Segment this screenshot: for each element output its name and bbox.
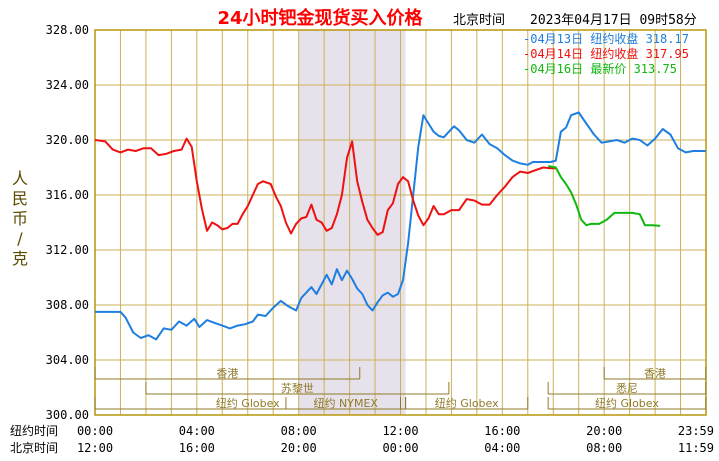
legend-item: -04月14日 纽约收盘 317.95 <box>523 46 689 61</box>
y-tick-label: 324.00 <box>46 78 89 92</box>
y-axis-label-char: 民 <box>12 189 28 208</box>
price-series <box>94 111 706 341</box>
y-tick-label: 300.00 <box>46 408 89 422</box>
session-label: 纽约 Globex <box>595 396 659 410</box>
bj-time-label: 北京时间 <box>10 441 58 455</box>
timezone-label: 北京时间 <box>453 13 505 28</box>
series-line <box>94 137 556 236</box>
x-tick-label: 20:00 <box>281 441 317 455</box>
x-tick-label: 00:00 <box>382 441 418 455</box>
x-tick-label: 16:00 <box>484 424 520 438</box>
y-tick-label: 308.00 <box>46 298 89 312</box>
x-tick-label: 04:00 <box>484 441 520 455</box>
y-axis-label-char: 币 <box>12 209 28 228</box>
x-tick-label: 08:00 <box>281 424 317 438</box>
chart-grid <box>94 29 707 416</box>
series-line <box>548 165 661 227</box>
nymex-session-shade <box>298 30 406 415</box>
y-tick-label: 304.00 <box>46 353 89 367</box>
ny-time-label: 纽约时间 <box>10 423 58 438</box>
x-tick-label: 12:00 <box>382 424 418 438</box>
session-label: 纽约 Globex <box>435 396 499 410</box>
session-label: 香港 <box>216 367 238 380</box>
y-tick-label: 328.00 <box>46 23 89 37</box>
x-tick-label: 11:59 <box>678 441 714 455</box>
y-axis-label-char: 人 <box>12 169 28 188</box>
series-line <box>95 111 706 341</box>
x-tick-label: 16:00 <box>179 441 215 455</box>
session-label: 纽约 NYMEX <box>314 396 379 410</box>
session-label: 苏黎世 <box>281 381 314 395</box>
x-axis-ticks: 00:00 04:00 08:00 12:00 16:00 20:00 23:59 12:00… <box>77 424 714 455</box>
y-tick-label: 316.00 <box>46 188 89 202</box>
session-label: 纽约 Globex <box>216 396 280 410</box>
session-label: 香港 <box>644 367 666 380</box>
x-tick-label: 08:00 <box>586 441 622 455</box>
plot-border <box>94 29 707 416</box>
timestamp: 2023年04月17日 09时58分 <box>530 13 697 28</box>
x-tick-label: 20:00 <box>586 424 622 438</box>
x-tick-label: 00:00 <box>77 424 113 438</box>
chart-title: 24小时钯金现货买入价格 <box>217 7 423 29</box>
x-tick-label: 04:00 <box>179 424 215 438</box>
legend-item: -04月16日 最新价 313.75 <box>523 61 677 76</box>
y-tick-label: 320.00 <box>46 133 89 147</box>
y-tick-label: 312.00 <box>46 243 89 257</box>
legend-item: -04月13日 纽约收盘 318.17 <box>523 31 689 46</box>
y-axis-ticks: 328.00 324.00 320.00 316.00 312.00 308.00 304.… <box>46 23 89 422</box>
x-tick-label: 23:59 <box>678 424 714 438</box>
y-axis-label: 人民币/克 <box>12 169 28 268</box>
y-axis-label-char: / <box>17 229 23 248</box>
session-label: 悉尼 <box>616 382 638 395</box>
x-tick-label: 12:00 <box>77 441 113 455</box>
legend: -04月13日 纽约收盘 318.17-04月14日 纽约收盘 317.95-0… <box>523 31 689 76</box>
y-axis-label-char: 克 <box>12 249 28 268</box>
